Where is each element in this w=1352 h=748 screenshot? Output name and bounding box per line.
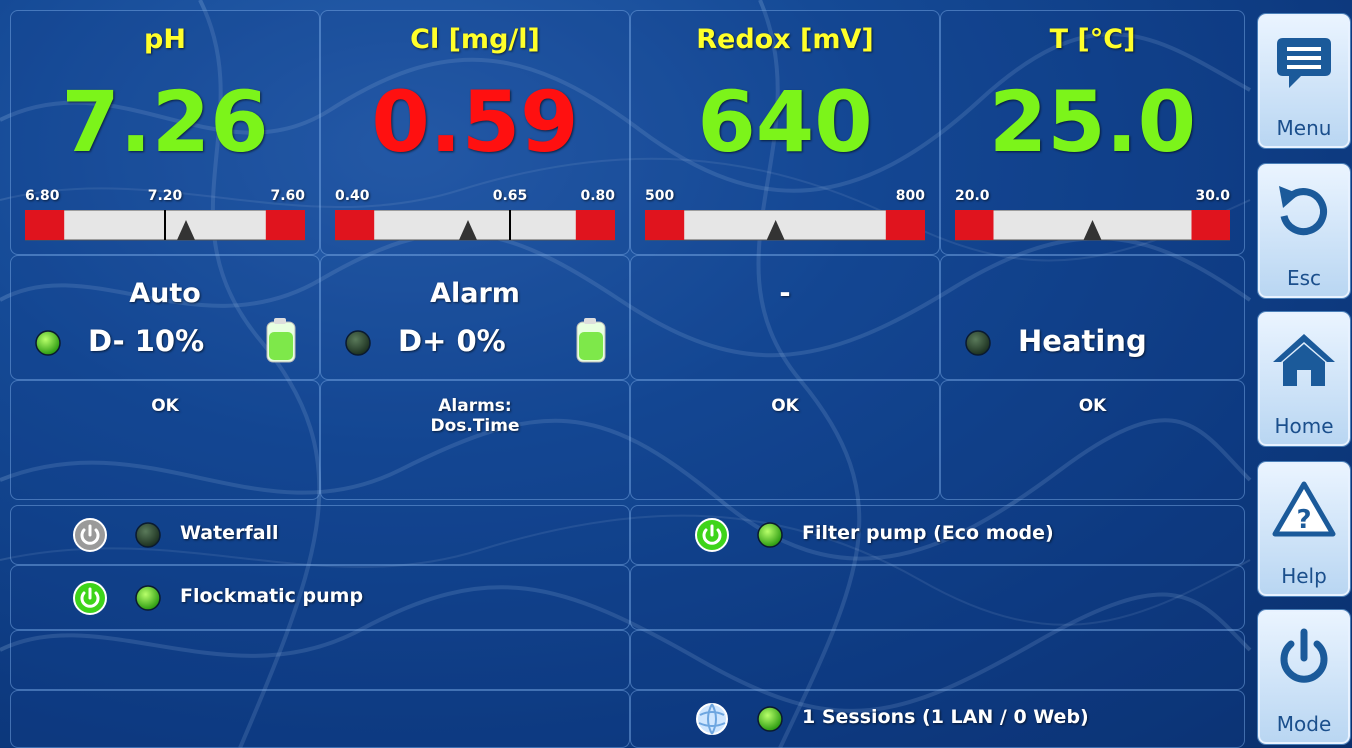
button-icon: ? (1272, 481, 1336, 537)
led (757, 522, 783, 548)
scale-min: 0.40 (335, 188, 370, 204)
output-label: Filter pump (Eco mode) (802, 522, 1054, 544)
scale-min: 20.0 (955, 188, 990, 204)
output-row (10, 630, 630, 690)
control-mode: - (779, 278, 791, 309)
session-status: 1 Sessions (1 LAN / 0 Web) (802, 706, 1089, 728)
sidebar-button[interactable]: ? Help (1258, 462, 1350, 596)
scale-max: 0.80 (580, 188, 615, 204)
status-text: Dos.Time (430, 416, 520, 436)
button-icon (1280, 628, 1328, 683)
output-row (630, 565, 1245, 630)
sidebar-button[interactable]: Mode (1258, 610, 1350, 744)
canister (266, 318, 296, 363)
output-row (630, 630, 1245, 690)
status-text: OK (771, 396, 799, 416)
power-button[interactable] (72, 517, 108, 553)
status-text: Alarms: (438, 396, 512, 416)
measured-value: 25.0 (988, 73, 1197, 171)
scale-bar (955, 210, 1230, 241)
button-icon (1277, 38, 1331, 88)
measured-value: 0.59 (371, 73, 579, 171)
scale-bar (645, 210, 925, 241)
scale-mid: 7.20 (147, 188, 183, 204)
output-row (10, 565, 630, 630)
scale-max: 30.0 (1195, 188, 1230, 204)
button-label: Menu (1276, 116, 1332, 140)
panel-status (940, 380, 1245, 500)
canister (576, 318, 606, 363)
led (35, 330, 61, 356)
sidebar-button[interactable]: Home (1258, 312, 1350, 446)
scale-max: 7.60 (270, 188, 305, 204)
led (135, 522, 161, 548)
button-label: Esc (1286, 266, 1322, 290)
panel-status (630, 380, 940, 500)
led (757, 706, 783, 732)
sidebar-button[interactable]: Esc (1258, 164, 1350, 298)
scale-bar (335, 210, 615, 241)
output-label: Flockmatic pump (180, 584, 364, 607)
dosing: D+ 0% (398, 324, 506, 358)
measured-value: 7.26 (61, 73, 269, 171)
power-button[interactable] (72, 580, 108, 616)
sidebar-button[interactable]: Menu (1258, 14, 1350, 148)
scale-bar (25, 210, 305, 241)
panel-mode (320, 255, 630, 380)
panel-title: T [°C] (1049, 24, 1136, 55)
output-label: Waterfall (180, 522, 279, 544)
button-label: Mode (1276, 712, 1332, 736)
led (345, 330, 371, 356)
button-icon (1279, 186, 1327, 236)
measured-value: 640 (697, 73, 873, 171)
status-text: OK (151, 396, 179, 416)
panel-title: Redox [mV] (696, 24, 874, 55)
scale-min: 6.80 (25, 188, 60, 204)
output-row (10, 505, 630, 565)
network-icon (696, 703, 728, 735)
dosing: D- 10% (88, 324, 205, 358)
control-mode: Alarm (430, 278, 520, 309)
scale-max: 800 (895, 188, 925, 204)
panel-mode (630, 255, 940, 380)
power-button[interactable] (694, 517, 730, 553)
output-row (10, 690, 630, 748)
panel-title: Cl [mg/l] (410, 24, 540, 55)
led (135, 584, 161, 611)
output-row (630, 505, 1245, 565)
status-text: OK (1078, 396, 1107, 416)
panel-title: pH (144, 24, 186, 55)
panel-status (10, 380, 320, 500)
panel-status (320, 380, 630, 500)
scale-mid: 0.65 (492, 188, 528, 204)
panel-mode (940, 255, 1245, 380)
svg-text:?: ? (1296, 505, 1311, 535)
button-icon (1273, 334, 1335, 386)
button-label: Help (1281, 564, 1327, 588)
led (965, 330, 991, 356)
button-label: Home (1274, 414, 1334, 438)
control-mode: Auto (129, 278, 201, 309)
scale-min: 500 (645, 188, 675, 204)
dosing: Heating (1018, 324, 1147, 358)
